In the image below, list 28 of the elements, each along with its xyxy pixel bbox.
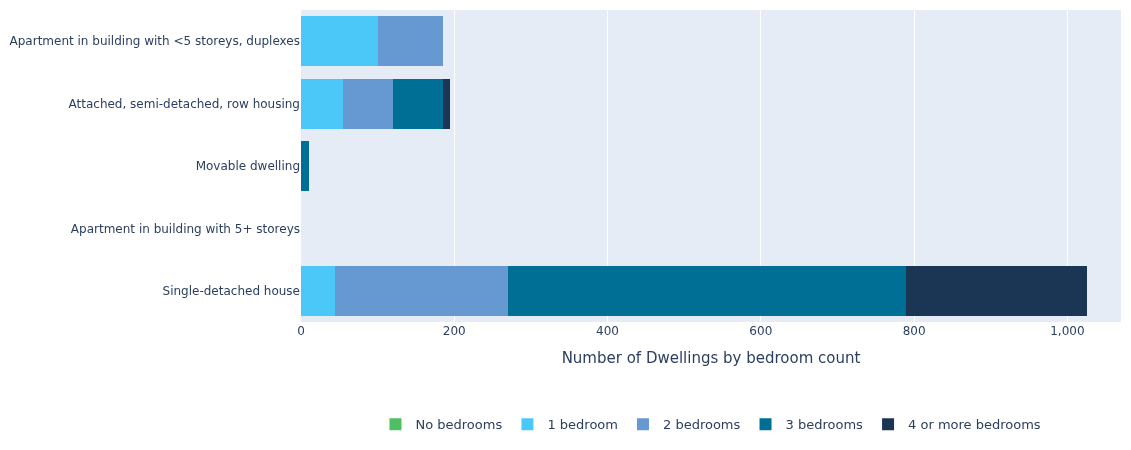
x-tick-label: 800	[902, 324, 926, 338]
x-tick-label: 200	[442, 324, 466, 338]
bar	[442, 78, 451, 129]
legend-label: 3 bedrooms	[785, 417, 864, 433]
bar	[335, 265, 508, 316]
legend-label: No bedrooms	[415, 417, 503, 433]
bar	[343, 78, 393, 129]
bar	[301, 265, 336, 316]
x-tick-label: 1,000	[1050, 324, 1085, 338]
legend-label: 4 or more bedrooms	[908, 417, 1041, 433]
y-tick-label: Single-detached house	[162, 284, 300, 298]
x-tick-label: 0	[297, 324, 305, 338]
x-axis-title: Number of Dwellings by bedroom count	[561, 349, 861, 367]
bar	[301, 78, 344, 129]
bar	[906, 265, 1087, 316]
x-tick-label: 600	[749, 324, 773, 338]
bar	[301, 141, 309, 191]
legend-label: 1 bedroom	[547, 417, 618, 433]
bar	[507, 265, 907, 316]
bar	[301, 16, 378, 67]
legend-label: 2 bedrooms	[662, 417, 741, 433]
y-tick-label: Apartment in building with 5+ storeys	[70, 221, 300, 236]
y-tick-label: Apartment in building with <5 storeys, duplexes	[9, 34, 300, 49]
bar	[392, 78, 443, 129]
bar	[377, 16, 443, 67]
x-tick-label: 400	[596, 324, 619, 338]
y-tick-label: Movable dwelling	[195, 159, 300, 174]
y-tick-label: Attached, semi-detached, row housing	[68, 96, 300, 111]
